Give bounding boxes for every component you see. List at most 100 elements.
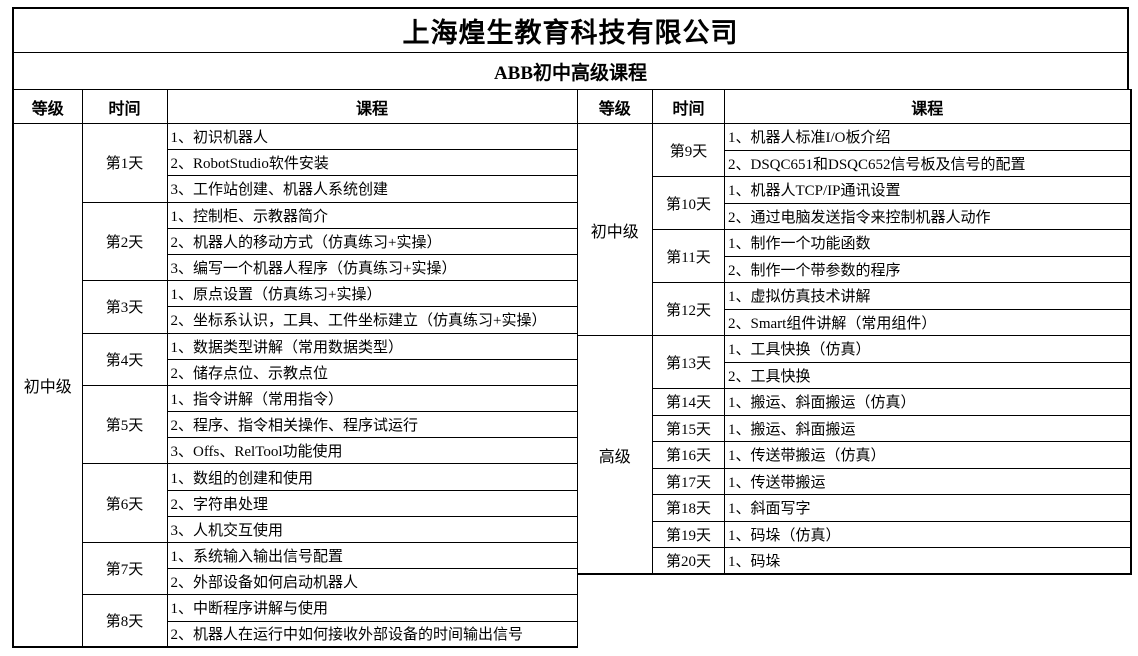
course-row: 2、储存点位、示教点位	[13, 358, 578, 386]
course-row: 3、人机交互使用	[13, 515, 578, 544]
course-schedule-sheet: 上海煌生教育科技有限公司 ABB初中高级课程 等级 时间 课程 初中级 第1天 1、…	[12, 7, 1132, 649]
col-header-level-right: 等级	[577, 89, 653, 124]
level-cell: 初中级	[12, 123, 83, 648]
day-cell: 第15天	[652, 414, 725, 442]
left-course-table: 等级 时间 课程 初中级 第1天 1、初识机器人 2、RobotStudio软件安装 3…	[12, 89, 578, 649]
day-cell: 第18天	[652, 494, 725, 522]
day-cell: 第7天	[81, 541, 168, 596]
day-cell: 第20天	[652, 547, 725, 575]
course-row: 第2天 1、控制柜、示教器简介	[13, 201, 578, 282]
day-cell: 第5天	[81, 384, 168, 465]
course-row: 第17天 1、传送带搬运	[578, 467, 1131, 495]
course-row: 第20天 1、码垛	[578, 547, 1131, 575]
col-header-course-left: 课程	[166, 89, 578, 124]
course-row: 2、通过电脑发送指令来控制机器人动作	[578, 202, 1131, 230]
course-item: 1、工具快换（仿真）	[724, 335, 1131, 363]
course-item: 2、制作一个带参数的程序	[724, 255, 1131, 283]
day-cell: 第1天	[81, 123, 168, 203]
day-cell: 第12天	[652, 282, 725, 336]
course-item: 3、工作站创建、机器人系统创建	[166, 175, 578, 203]
course-item: 2、RobotStudio软件安装	[166, 149, 578, 177]
course-item: 1、码垛（仿真）	[724, 520, 1131, 548]
course-row: 第18天 1、斜面写字	[578, 494, 1131, 522]
day-cell: 第11天	[652, 229, 725, 283]
course-row: 第3天 1、原点设置（仿真练习+实操）	[13, 280, 578, 334]
course-item: 1、指令讲解（常用指令）	[166, 384, 578, 413]
course-item: 2、工具快换	[724, 361, 1131, 389]
course-row: 2、程序、指令相关操作、程序试运行	[13, 411, 578, 439]
course-item: 2、Smart组件讲解（常用组件）	[724, 308, 1131, 336]
col-header-course-right: 课程	[724, 89, 1131, 124]
course-item: 1、制作一个功能函数	[724, 229, 1131, 257]
course-row: 2、制作一个带参数的程序	[578, 255, 1131, 283]
course-row: 3、工作站创建、机器人系统创建	[13, 175, 578, 203]
level-cell: 初中级	[577, 123, 653, 336]
course-row: 第7天 1、系统输入输出信号配置	[13, 541, 578, 596]
course-row: 第4天 1、数据类型讲解（常用数据类型）	[13, 332, 578, 386]
level-cell: 高级	[577, 335, 653, 575]
course-item: 2、字符串处理	[166, 489, 578, 517]
schedule-tables: 等级 时间 课程 初中级 第1天 1、初识机器人 2、RobotStudio软件安装 3…	[12, 89, 1132, 649]
course-row: 2、RobotStudio软件安装	[13, 149, 578, 177]
course-item: 2、通过电脑发送指令来控制机器人动作	[724, 202, 1131, 230]
course-item: 3、Offs、RelTool功能使用	[166, 437, 578, 465]
course-row: 第10天 1、机器人TCP/IP通讯设置	[578, 176, 1131, 230]
course-row: 第5天 1、指令讲解（常用指令）	[13, 384, 578, 465]
course-item: 1、系统输入输出信号配置	[166, 541, 578, 570]
course-item: 1、码垛	[724, 547, 1131, 575]
course-row: 第8天 1、中断程序讲解与使用	[13, 594, 578, 648]
day-cell: 第8天	[81, 594, 168, 648]
course-item: 1、搬运、斜面搬运	[724, 414, 1131, 442]
course-item: 3、人机交互使用	[166, 515, 578, 544]
day-cell: 第4天	[81, 332, 168, 386]
day-cell: 第19天	[652, 520, 725, 548]
day-cell: 第16天	[652, 441, 725, 469]
day-cell: 第9天	[652, 123, 725, 177]
header-row: 等级 时间 课程	[12, 89, 578, 124]
course-row: 2、坐标系认识，工具、工件坐标建立（仿真练习+实操）	[13, 306, 578, 334]
day-cell: 第13天	[652, 335, 725, 389]
course-row: 第16天 1、传送带搬运（仿真）	[578, 441, 1131, 469]
course-row: 初中级 第9天 1、机器人标准I/O板介绍	[577, 123, 1131, 336]
course-row: 第14天 1、搬运、斜面搬运（仿真）	[578, 388, 1131, 416]
course-item: 2、储存点位、示教点位	[166, 358, 578, 386]
right-course-table: 等级 时间 课程 初中级 第9天 1、机器人标准I/O板介绍 2、DSQC651和DS…	[577, 89, 1132, 575]
course-item: 1、传送带搬运（仿真）	[724, 441, 1131, 469]
col-header-time-left: 时间	[81, 89, 168, 124]
col-header-time-right: 时间	[652, 89, 725, 124]
course-row: 第19天 1、码垛（仿真）	[578, 520, 1131, 548]
course-row: 3、编写一个机器人程序（仿真练习+实操）	[13, 253, 578, 282]
day-cell: 第2天	[81, 201, 168, 282]
course-item: 1、机器人标准I/O板介绍	[724, 123, 1131, 151]
course-item: 1、初识机器人	[166, 122, 578, 151]
course-row: 第11天 1、制作一个功能函数	[578, 229, 1131, 283]
course-subtitle: ABB初中高级课程	[12, 53, 1129, 89]
day-cell: 第14天	[652, 388, 725, 416]
course-item: 2、机器人的移动方式（仿真练习+实操）	[166, 227, 578, 255]
course-item: 2、程序、指令相关操作、程序试运行	[166, 411, 578, 439]
course-item: 1、机器人TCP/IP通讯设置	[724, 176, 1131, 204]
course-item: 1、传送带搬运	[724, 467, 1131, 495]
course-row: 2、DSQC651和DSQC652信号板及信号的配置	[578, 149, 1131, 177]
course-row: 第6天 1、数组的创建和使用	[13, 463, 578, 543]
course-row: 第15天 1、搬运、斜面搬运	[578, 414, 1131, 442]
course-item: 1、搬运、斜面搬运（仿真）	[724, 388, 1131, 416]
course-row: 初中级 第1天 1、初识机器人	[12, 122, 578, 648]
course-item: 1、数据类型讲解（常用数据类型）	[166, 332, 578, 360]
course-row: 2、字符串处理	[13, 489, 578, 517]
course-row: 第12天 1、虚拟仿真技术讲解	[578, 282, 1131, 336]
course-item: 2、DSQC651和DSQC652信号板及信号的配置	[724, 149, 1131, 177]
header-row: 等级 时间 课程	[577, 89, 1131, 124]
course-row: 2、机器人在运行中如何接收外部设备的时间输出信号	[13, 620, 578, 648]
day-cell: 第17天	[652, 467, 725, 495]
course-row: 2、外部设备如何启动机器人	[13, 568, 578, 596]
course-item: 2、机器人在运行中如何接收外部设备的时间输出信号	[166, 620, 578, 648]
course-item: 1、控制柜、示教器简介	[166, 201, 578, 229]
course-item: 1、中断程序讲解与使用	[166, 594, 578, 622]
course-item: 2、坐标系认识，工具、工件坐标建立（仿真练习+实操）	[166, 306, 578, 334]
course-item: 1、斜面写字	[724, 494, 1131, 522]
course-row: 高级 第13天 1、工具快换（仿真）	[577, 335, 1131, 575]
course-item: 2、外部设备如何启动机器人	[166, 568, 578, 596]
course-item: 1、数组的创建和使用	[166, 463, 578, 491]
course-row: 2、Smart组件讲解（常用组件）	[578, 308, 1131, 336]
